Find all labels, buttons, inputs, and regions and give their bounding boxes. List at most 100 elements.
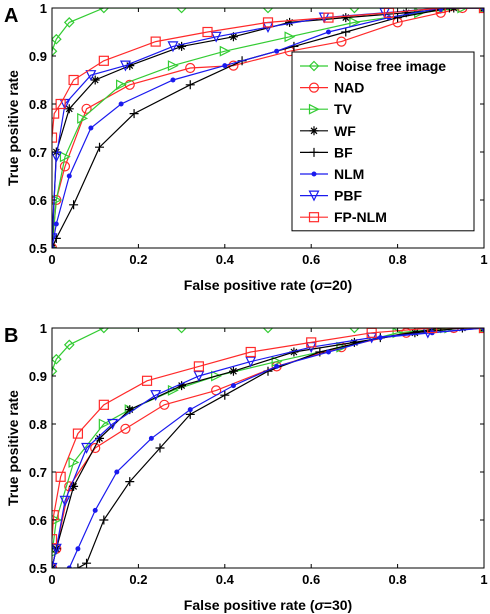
data-point	[457, 8, 468, 14]
data-point	[274, 48, 280, 54]
legend: Noise free image NAD TV WF BF NLM PBF FP-NLM	[291, 51, 475, 232]
x-axis-label: False positive rate (σ=30)	[184, 597, 352, 613]
data-point	[68, 74, 79, 86]
legend-label: Noise free image	[334, 58, 446, 74]
data-point	[311, 171, 317, 177]
data-point	[187, 407, 193, 413]
y-axis-label: True positive rate	[5, 70, 21, 186]
x-axis-label-text: False positive rate (	[184, 597, 315, 613]
data-point	[66, 173, 72, 179]
series-line-bf	[52, 8, 484, 248]
data-point	[220, 390, 230, 400]
data-point	[262, 17, 274, 28]
data-point	[245, 356, 257, 368]
data-point	[285, 17, 295, 27]
x-axis-label-sigma: σ	[315, 277, 325, 293]
data-point	[125, 61, 135, 71]
y-tick-label: 0.6	[29, 513, 47, 528]
data-point	[230, 383, 236, 389]
data-point	[444, 8, 454, 13]
legend-entry-tv: TV	[300, 101, 353, 117]
data-point	[95, 433, 105, 443]
data-point	[349, 337, 359, 347]
y-tick-label: 0.9	[29, 369, 47, 384]
data-point	[170, 77, 176, 83]
data-point	[59, 161, 71, 172]
legend-entry-pbf: PBF	[300, 188, 362, 204]
data-point	[55, 471, 66, 482]
data-point	[59, 495, 71, 507]
x-axis-label-value: =20)	[324, 277, 352, 293]
data-point	[107, 418, 118, 430]
data-point	[176, 328, 187, 334]
data-point	[98, 55, 109, 66]
data-point	[308, 60, 320, 72]
data-point	[55, 98, 66, 110]
data-point	[52, 514, 63, 526]
data-point	[202, 26, 213, 38]
data-point	[444, 328, 456, 334]
x-axis-label-sigma: σ	[315, 597, 325, 613]
data-point	[228, 366, 238, 376]
plot-frame	[51, 7, 485, 249]
data-point	[98, 328, 110, 334]
data-point	[308, 103, 320, 115]
y-tick-label: 0.9	[29, 49, 47, 64]
data-point	[262, 328, 274, 334]
x-tick-label: 0.6	[302, 252, 320, 267]
data-point	[222, 63, 228, 69]
legend-label: WF	[334, 123, 356, 139]
data-point	[98, 399, 109, 410]
data-point	[52, 108, 60, 119]
data-point	[159, 399, 170, 410]
y-tick-label: 0.7	[29, 145, 47, 160]
y-tick-label: 0.7	[29, 465, 47, 480]
data-point	[52, 365, 58, 377]
data-point	[69, 200, 79, 210]
data-point	[349, 8, 360, 14]
series-line-nlm	[52, 8, 484, 248]
data-point	[308, 82, 320, 93]
data-point	[177, 381, 187, 391]
data-point	[245, 346, 256, 358]
data-point	[52, 194, 63, 206]
data-point	[95, 142, 105, 152]
data-point	[116, 79, 127, 91]
data-point	[82, 558, 92, 568]
data-point	[52, 534, 58, 545]
data-point	[98, 418, 110, 430]
data-point	[427, 328, 438, 334]
data-point	[150, 36, 161, 47]
data-point	[177, 41, 187, 51]
data-point	[167, 41, 179, 53]
data-point	[436, 328, 446, 333]
data-point	[148, 435, 154, 441]
x-tick-label: 1	[480, 572, 487, 587]
data-point	[73, 563, 83, 568]
series-line-noise-free-image	[52, 8, 484, 52]
legend-entry-wf: WF	[300, 123, 356, 139]
data-point	[90, 75, 100, 85]
data-point	[323, 12, 334, 23]
data-point	[90, 442, 101, 454]
series-markers-nlm	[66, 328, 484, 568]
series-markers-tv	[52, 328, 484, 557]
data-point	[52, 233, 58, 245]
data-point	[52, 33, 62, 45]
plot-frame	[51, 327, 485, 569]
x-tick-label: 0	[48, 252, 55, 267]
data-point	[341, 13, 351, 23]
legend-entry-bf: BF	[300, 144, 353, 160]
data-point	[85, 70, 97, 82]
y-axis-label: True positive rate	[5, 390, 21, 506]
data-point	[176, 8, 187, 14]
data-point	[410, 328, 420, 338]
x-tick-label: 0	[48, 572, 55, 587]
data-point	[210, 31, 222, 43]
legend-label: NLM	[334, 166, 364, 182]
legend-entry-noise-free-image: Noise free image	[300, 58, 446, 74]
series-line-noise-free-image	[52, 328, 484, 372]
data-point	[193, 370, 205, 382]
data-point	[92, 507, 98, 513]
x-tick-label: 0.6	[302, 572, 320, 587]
